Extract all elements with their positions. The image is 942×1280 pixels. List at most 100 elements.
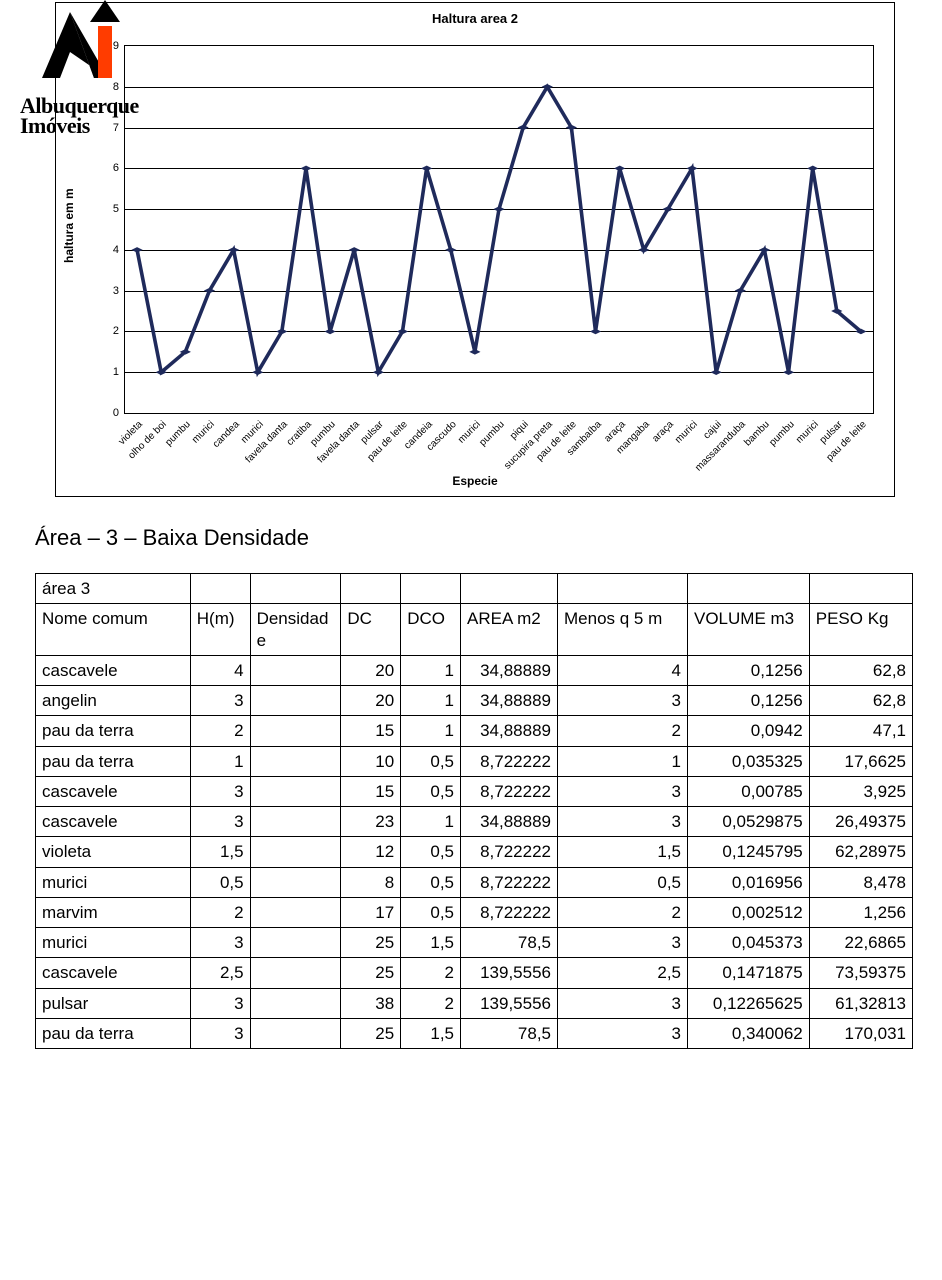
y-axis-label: haltura em m [62,188,76,263]
table-cell: 2 [558,897,688,927]
table-cell [250,1018,341,1048]
table-cell: 3 [558,928,688,958]
table-cell: área 3 [36,574,191,604]
column-header: DCO [401,604,461,656]
table-cell: 0,5 [190,867,250,897]
table-row: marvim2170,58,72222220,0025121,256 [36,897,913,927]
table-cell: 1,5 [190,837,250,867]
table-cell [250,958,341,988]
table-cell: 25 [341,1018,401,1048]
table-cell: 1 [401,686,461,716]
table-cell: 47,1 [809,716,912,746]
table-cell: 139,5556 [461,988,558,1018]
table-cell: 3 [558,776,688,806]
table-cell: 1,256 [809,897,912,927]
x-tick-label: cratiba [285,419,314,448]
table-row: murici0,580,58,7222220,50,0169568,478 [36,867,913,897]
table-cell [558,574,688,604]
x-tick-label: bambu [743,419,772,448]
table-cell [250,928,341,958]
table-cell: 1 [401,716,461,746]
table-cell: 0,0529875 [688,807,810,837]
table-cell: 3 [558,807,688,837]
table-cell: 34,88889 [461,716,558,746]
table-cell: 1,5 [558,837,688,867]
y-tick-label: 5 [113,203,119,215]
table-cell: marvim [36,897,191,927]
table-cell: 0,0942 [688,716,810,746]
table-cell: 38 [341,988,401,1018]
table-cell: 0,5 [558,867,688,897]
line-series [125,46,873,413]
table-cell: 1,5 [401,1018,461,1048]
table-row: cascavele3150,58,72222230,007853,925 [36,776,913,806]
y-tick-label: 8 [113,81,119,93]
table-cell [190,574,250,604]
column-header: AREA m2 [461,604,558,656]
table-row: murici3251,578,530,04537322,6865 [36,928,913,958]
table-cell: 8,722222 [461,746,558,776]
table-cell: pau da terra [36,716,191,746]
table-cell: 3 [558,686,688,716]
table-cell: 0,045373 [688,928,810,958]
x-tick-label: murici [673,419,700,446]
table-cell: 1 [190,746,250,776]
y-tick-label: 1 [113,366,119,378]
table-cell: 8,722222 [461,776,558,806]
column-header: Nome comum [36,604,191,656]
table-cell: 15 [341,716,401,746]
column-header: DC [341,604,401,656]
table-cell [250,867,341,897]
table-cell: 1 [558,746,688,776]
y-tick-label: 2 [113,325,119,337]
x-tick-label: pumbu [477,419,506,448]
y-tick-label: 9 [113,40,119,52]
table-cell [688,574,810,604]
table-cell: 8,478 [809,867,912,897]
table-cell: murici [36,867,191,897]
table-cell: 8,722222 [461,897,558,927]
chart-title: Haltura area 2 [56,11,894,26]
table-cell: pau da terra [36,1018,191,1048]
table-cell: 3 [558,1018,688,1048]
table-cell: 2 [401,958,461,988]
table-cell: 0,12265625 [688,988,810,1018]
column-header: PESO Kg [809,604,912,656]
table-cell: 2 [558,716,688,746]
table-cell: 3 [190,776,250,806]
table-cell: 23 [341,807,401,837]
table-cell [250,716,341,746]
table-cell: 17 [341,897,401,927]
y-tick-label: 7 [113,122,119,134]
table-cell: 2 [401,988,461,1018]
x-axis-label: Especie [56,474,894,488]
table-cell: 2 [190,716,250,746]
table-cell [250,988,341,1018]
table-cell: 3,925 [809,776,912,806]
table-cell: 62,28975 [809,837,912,867]
x-tick-label: pumbu [767,419,796,448]
y-tick-label: 0 [113,407,119,419]
table-cell: 1,5 [401,928,461,958]
table-cell: 2,5 [190,958,250,988]
table-cell: 8,722222 [461,837,558,867]
table-cell: 1 [401,807,461,837]
x-tick-label: araça [650,419,675,444]
table-row: pulsar3382139,555630,1226562561,32813 [36,988,913,1018]
table-cell: 17,6625 [809,746,912,776]
table-cell: 26,49375 [809,807,912,837]
table-cell: 3 [190,1018,250,1048]
table-row: angelin320134,8888930,125662,8 [36,686,913,716]
table-cell [401,574,461,604]
table-cell: 10 [341,746,401,776]
table-cell: 0,1245795 [688,837,810,867]
table-cell [250,686,341,716]
table-cell: 15 [341,776,401,806]
table-cell: cascavele [36,807,191,837]
table-cell: 61,32813 [809,988,912,1018]
table-cell: 2 [190,897,250,927]
table-cell: 78,5 [461,928,558,958]
table-row: cascavele420134,8888940,125662,8 [36,655,913,685]
column-header: VOLUME m3 [688,604,810,656]
table-area3: área 3Nome comumH(m)DensidadeDCDCOAREA m… [35,573,907,1049]
